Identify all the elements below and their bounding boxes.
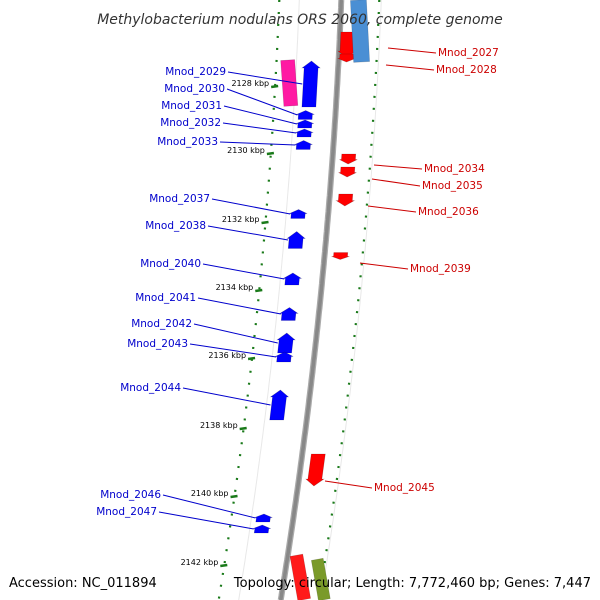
tick-mark-2138 [239, 426, 247, 431]
gene-label-mnod-2027[interactable]: Mnod_2027 [438, 47, 499, 59]
gene-mnod-2043 [275, 351, 294, 363]
tick-label-2140: 2140 kbp [191, 489, 229, 498]
gene-mnod-2032 [295, 128, 314, 138]
gene-lightblue-block [350, 0, 370, 63]
gene-mnod-2039 [331, 252, 350, 260]
gene-label-mnod-2042[interactable]: Mnod_2042 [131, 318, 192, 330]
genome-backbone [278, 0, 344, 600]
leader-line-mnod-2038 [207, 225, 289, 241]
gene-label-mnod-2028[interactable]: Mnod_2028 [436, 64, 497, 76]
tick-layer: 2128 kbp 2130 kbp 2132 kbp 2134 kbp 2136 kbp… [181, 79, 279, 568]
leader-line-mnod-2037 [211, 198, 291, 215]
tick-label-2138: 2138 kbp [200, 421, 238, 430]
gene-label-mnod-2041[interactable]: Mnod_2041 [135, 292, 196, 304]
gene-mnod-2038 [286, 231, 306, 249]
leader-line-mnod-2047 [158, 511, 254, 530]
gene-mnod-2041 [278, 307, 299, 321]
gene-label-mnod-2032[interactable]: Mnod_2032 [160, 117, 221, 129]
leader-line-mnod-2041 [197, 297, 281, 315]
tick-label-2136: 2136 kbp [208, 351, 246, 360]
gene-mnod-2047 [252, 524, 271, 534]
outer-dotted-ring [317, 0, 381, 600]
gene-pink-block [280, 59, 299, 107]
leader-line-layer [158, 47, 437, 530]
gene-label-mnod-2043[interactable]: Mnod_2043 [127, 338, 188, 350]
gene-label-mnod-2040[interactable]: Mnod_2040 [140, 258, 201, 270]
leader-line-mnod-2042 [193, 323, 278, 344]
gene-mnod-2036 [335, 193, 356, 207]
gene-mnod-2030 [296, 110, 315, 120]
gene-mnod-2046 [254, 513, 273, 523]
leader-line-mnod-2044 [182, 387, 271, 406]
leader-line-mnod-2034 [373, 164, 423, 170]
tick-label-2132: 2132 kbp [222, 215, 260, 224]
tick-mark-2140 [230, 494, 238, 499]
gene-mnod-2033 [294, 140, 313, 150]
tick-label-2134: 2134 kbp [216, 283, 254, 292]
gene-label-mnod-2039[interactable]: Mnod_2039 [410, 263, 471, 275]
tick-mark-2134 [255, 288, 263, 293]
leader-line-mnod-2030 [226, 88, 298, 116]
tick-label-2128: 2128 kbp [231, 79, 269, 88]
gene-mnod-2034 [339, 153, 358, 165]
gene-label-mnod-2034[interactable]: Mnod_2034 [424, 163, 485, 175]
gene-mnod-2037 [289, 209, 308, 219]
reverse-lane-ring [320, 0, 382, 600]
backbone-layer [277, 0, 345, 600]
tick-mark-2142 [220, 563, 228, 568]
gene-label-mnod-2044[interactable]: Mnod_2044 [120, 382, 181, 394]
leader-line-mnod-2035 [371, 178, 421, 187]
leader-line-mnod-2045 [324, 480, 373, 489]
gene-label-mnod-2035[interactable]: Mnod_2035 [422, 180, 483, 192]
gene-label-mnod-2030[interactable]: Mnod_2030 [164, 83, 225, 95]
tick-label-2130: 2130 kbp [227, 146, 265, 155]
gene-mnod-2040 [282, 272, 303, 286]
ring-layer [217, 0, 382, 600]
tick-mark-2136 [247, 356, 256, 361]
gene-label-mnod-2029[interactable]: Mnod_2029 [165, 66, 226, 78]
inner-dotted-ring [217, 0, 281, 600]
leader-line-mnod-2043 [189, 343, 277, 358]
gene-label-mnod-2037[interactable]: Mnod_2037 [149, 193, 210, 205]
gene-mnod-2045 [305, 453, 326, 487]
gene-mnod-2031 [295, 119, 315, 129]
gene-label-mnod-2036[interactable]: Mnod_2036 [418, 206, 479, 218]
tick-mark-2132 [261, 220, 269, 225]
gene-mnod-2042 [276, 332, 296, 354]
gene-label-mnod-2031[interactable]: Mnod_2031 [161, 100, 222, 112]
accession-text: Accession: NC_011894 [9, 576, 157, 591]
leader-line-mnod-2033 [219, 141, 296, 146]
gene-label-mnod-2033[interactable]: Mnod_2033 [157, 136, 218, 148]
gene-mnod-2029 [301, 60, 321, 108]
leader-line-mnod-2036 [367, 205, 417, 213]
gene-mnod-2044 [269, 389, 290, 421]
leader-line-mnod-2028 [385, 64, 435, 71]
genome-summary-text: Topology: circular; Length: 7,772,460 bp… [233, 576, 591, 591]
gene-mnod-2035 [338, 166, 357, 178]
map-title: Methylobacterium nodulans ORS 2060, comp… [97, 12, 503, 28]
label-layer: Mnod_2029 Mnod_2030 Mnod_2031 Mnod_2032 Mnod… [96, 47, 499, 518]
leader-line-mnod-2039 [359, 262, 409, 270]
tick-mark-2130 [266, 151, 275, 156]
tick-mark-2128 [270, 84, 279, 89]
gene-label-mnod-2045[interactable]: Mnod_2045 [374, 482, 435, 494]
leader-line-mnod-2027 [387, 47, 437, 54]
leader-line-mnod-2031 [223, 105, 297, 125]
gene-label-mnod-2038[interactable]: Mnod_2038 [145, 220, 206, 232]
gene-label-mnod-2046[interactable]: Mnod_2046 [100, 489, 161, 501]
leader-line-mnod-2040 [202, 263, 285, 280]
gene-layer [252, 0, 370, 600]
leader-line-mnod-2032 [222, 122, 297, 134]
leader-line-mnod-2046 [162, 494, 256, 519]
leader-line-mnod-2029 [227, 71, 303, 85]
gene-label-mnod-2047[interactable]: Mnod_2047 [96, 506, 157, 518]
tick-label-2142: 2142 kbp [181, 558, 219, 567]
